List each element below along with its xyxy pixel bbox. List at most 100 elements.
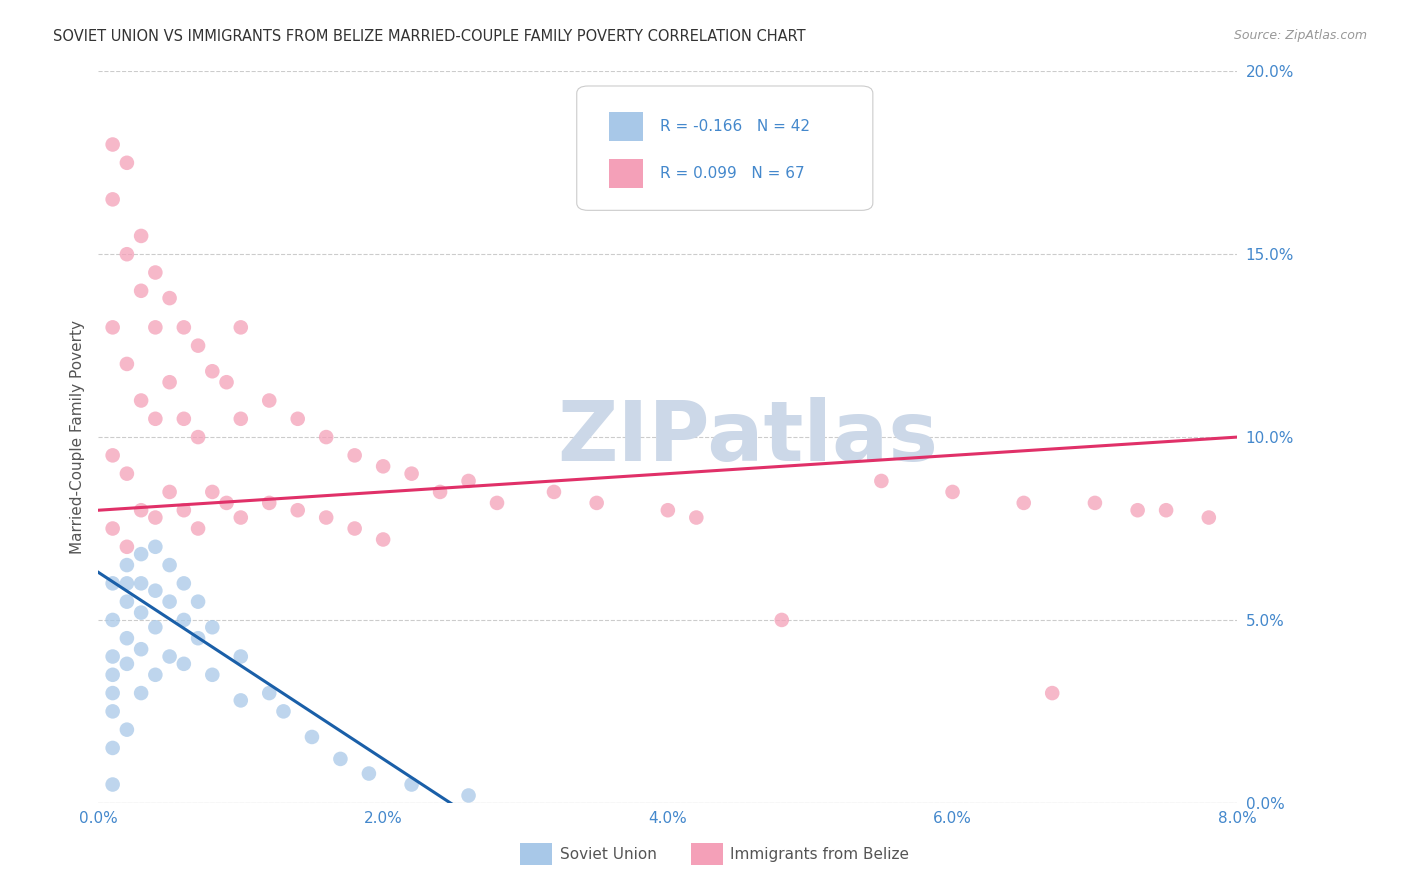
Point	[145, 620, 167, 634]
Point	[457, 474, 479, 488]
Point	[173, 320, 195, 334]
Point	[287, 412, 309, 426]
Point	[115, 657, 138, 671]
Text: Soviet Union: Soviet Union	[560, 847, 657, 862]
Point	[101, 778, 124, 792]
Point	[115, 558, 138, 573]
Point	[145, 583, 167, 598]
Point	[115, 723, 138, 737]
Point	[187, 430, 209, 444]
Point	[187, 632, 209, 646]
Point	[287, 503, 309, 517]
Text: SOVIET UNION VS IMMIGRANTS FROM BELIZE MARRIED-COUPLE FAMILY POVERTY CORRELATION: SOVIET UNION VS IMMIGRANTS FROM BELIZE M…	[53, 29, 806, 44]
Point	[215, 375, 238, 389]
Point	[173, 613, 195, 627]
Point	[259, 393, 281, 408]
Point	[159, 375, 181, 389]
Point	[657, 503, 679, 517]
Point	[101, 705, 124, 719]
Point	[329, 752, 352, 766]
Point	[129, 284, 152, 298]
Point	[145, 266, 167, 280]
Point	[145, 540, 167, 554]
Point	[101, 192, 124, 206]
Point	[129, 686, 152, 700]
Point	[357, 766, 380, 780]
Point	[229, 412, 252, 426]
Point	[101, 667, 124, 681]
Point	[101, 686, 124, 700]
Point	[129, 576, 152, 591]
Point	[301, 730, 323, 744]
Text: R = -0.166   N = 42: R = -0.166 N = 42	[659, 119, 810, 134]
Point	[115, 467, 138, 481]
Bar	[690, 843, 723, 865]
Point	[173, 503, 195, 517]
Point	[101, 740, 124, 755]
Point	[101, 320, 124, 334]
Point	[1012, 496, 1035, 510]
Point	[201, 364, 224, 378]
Point	[115, 594, 138, 608]
Point	[343, 448, 366, 462]
FancyBboxPatch shape	[576, 86, 873, 211]
Point	[371, 459, 394, 474]
Point	[101, 137, 124, 152]
Point	[457, 789, 479, 803]
Point	[1084, 496, 1107, 510]
Text: ZIPatlas: ZIPatlas	[557, 397, 938, 477]
Point	[685, 510, 707, 524]
Point	[115, 576, 138, 591]
Point	[173, 412, 195, 426]
Point	[201, 667, 224, 681]
Point	[486, 496, 509, 510]
Point	[259, 686, 281, 700]
Point	[187, 338, 209, 352]
Point	[429, 485, 451, 500]
Point	[201, 485, 224, 500]
Point	[315, 510, 337, 524]
Text: Immigrants from Belize: Immigrants from Belize	[731, 847, 910, 862]
Point	[343, 521, 366, 535]
Point	[129, 606, 152, 620]
Point	[159, 649, 181, 664]
Point	[870, 474, 893, 488]
Point	[145, 320, 167, 334]
Point	[129, 503, 152, 517]
Point	[101, 448, 124, 462]
Point	[173, 657, 195, 671]
Point	[187, 594, 209, 608]
Point	[115, 156, 138, 170]
Point	[371, 533, 394, 547]
Bar	[609, 112, 643, 141]
Point	[159, 291, 181, 305]
Point	[115, 357, 138, 371]
Text: Source: ZipAtlas.com: Source: ZipAtlas.com	[1233, 29, 1367, 42]
Point	[229, 693, 252, 707]
Text: R = 0.099   N = 67: R = 0.099 N = 67	[659, 166, 804, 181]
Point	[273, 705, 295, 719]
Point	[1154, 503, 1177, 517]
Point	[145, 412, 167, 426]
Point	[129, 229, 152, 244]
Point	[543, 485, 565, 500]
Point	[159, 594, 181, 608]
Point	[101, 613, 124, 627]
Point	[115, 247, 138, 261]
Point	[1040, 686, 1063, 700]
Point	[115, 540, 138, 554]
Point	[229, 649, 252, 664]
Point	[159, 558, 181, 573]
Point	[187, 521, 209, 535]
Point	[229, 510, 252, 524]
Point	[315, 430, 337, 444]
Point	[145, 667, 167, 681]
Point	[129, 642, 152, 657]
Point	[942, 485, 965, 500]
Point	[259, 496, 281, 510]
Point	[215, 496, 238, 510]
Point	[401, 778, 423, 792]
Point	[201, 620, 224, 634]
Point	[129, 393, 152, 408]
Bar	[609, 159, 643, 188]
